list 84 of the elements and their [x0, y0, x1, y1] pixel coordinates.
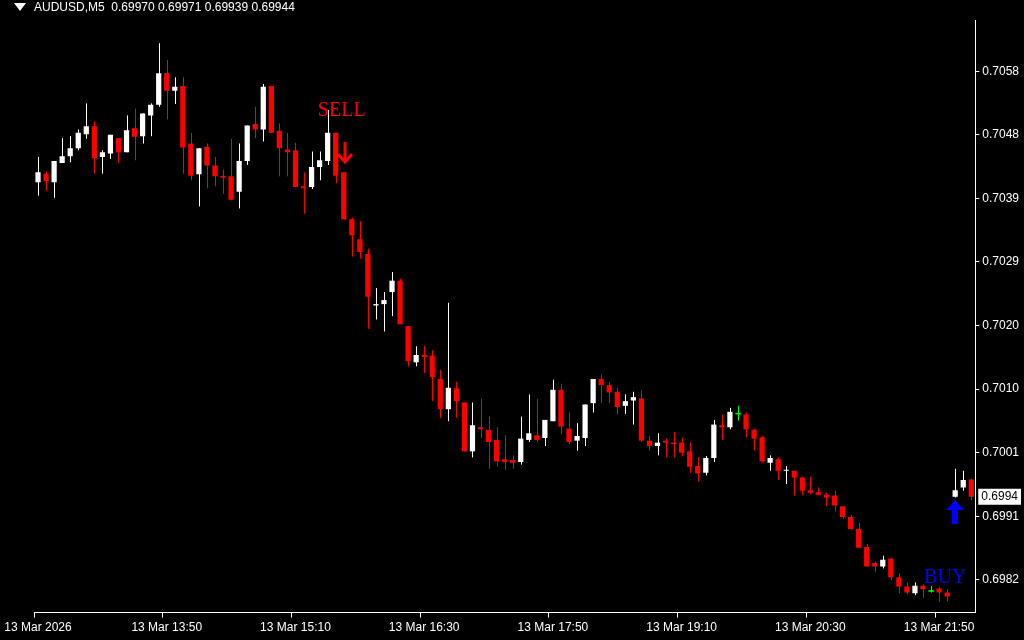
- y-tick-label: 0.7039: [982, 190, 1020, 205]
- candlestick: [51, 160, 57, 199]
- annotation: BUY: [924, 564, 967, 587]
- candlestick: [164, 59, 170, 120]
- candlestick: [204, 143, 210, 189]
- candlestick: [300, 171, 307, 215]
- candlestick: [783, 465, 789, 485]
- y-tick-label: 0.7048: [982, 127, 1020, 142]
- candlestick: [606, 381, 612, 404]
- candlestick: [429, 349, 435, 402]
- candlestick: [276, 122, 282, 177]
- x-tick-label: 13 Mar 21:50: [903, 620, 975, 635]
- candlestick: [622, 393, 628, 415]
- candlestick: [445, 302, 451, 422]
- candlestick: [115, 137, 122, 164]
- y-tick-label: 0.6982: [982, 572, 1020, 587]
- candlestick: [381, 291, 387, 333]
- candlestick: [228, 138, 234, 201]
- y-tick-label: 0.6991: [982, 508, 1020, 523]
- candlestick: [493, 426, 500, 468]
- candlestick: [856, 522, 862, 549]
- candlestick: [220, 169, 226, 195]
- candlestick: [99, 149, 105, 175]
- candlestick: [357, 220, 363, 260]
- x-tick-label: 13 Mar 17:50: [517, 620, 589, 635]
- candlestick: [123, 114, 130, 153]
- candlestick: [574, 422, 580, 452]
- candlestick: [308, 151, 315, 190]
- x-tick-label: 13 Mar 20:30: [775, 620, 847, 635]
- candlestick: [172, 76, 178, 105]
- candlestick: [888, 557, 894, 581]
- y-tick-label: 0.7020: [982, 317, 1020, 332]
- candlestick: [43, 171, 49, 192]
- candlestick: [727, 407, 733, 430]
- candlestick: [75, 128, 81, 151]
- candlestick: [502, 434, 508, 471]
- candlestick: [526, 393, 532, 443]
- x-tick-label: 13 Mar 15:10: [260, 620, 332, 635]
- candlestick: [542, 419, 548, 447]
- x-tick-label: 13 Mar 2026: [4, 620, 73, 635]
- candlestick: [485, 416, 492, 470]
- y-tick-label: 0.7058: [982, 63, 1020, 78]
- candlestick: [662, 438, 669, 458]
- x-tick-label: 13 Mar 19:10: [646, 620, 718, 635]
- y-tick-label: 0.7001: [982, 444, 1020, 459]
- candlestick: [140, 112, 146, 145]
- y-tick-label: 0.7029: [982, 254, 1020, 269]
- candlestick: [421, 345, 427, 374]
- candlestick: [107, 134, 114, 160]
- candlestick: [775, 456, 781, 481]
- candlestick: [695, 456, 701, 482]
- candlestick: [896, 572, 902, 594]
- candlestick: [687, 442, 693, 474]
- candlestick: [212, 156, 218, 187]
- x-tick-label: 13 Mar 16:30: [388, 620, 460, 635]
- candlestick: [477, 397, 484, 439]
- candlestick: [389, 271, 395, 317]
- candlestick: [67, 135, 73, 163]
- x-tick-label: 13 Mar 13:50: [131, 620, 203, 635]
- candlestick: [751, 428, 757, 452]
- candlestick: [831, 490, 838, 513]
- candlestick: [316, 151, 323, 181]
- candlestick: [614, 387, 620, 416]
- candlestick: [131, 108, 138, 161]
- candlestick: [719, 414, 725, 441]
- candlestick: [453, 381, 459, 419]
- candlestick: [743, 412, 749, 438]
- chart-title: AUDUSD,M5 0.69970 0.69971 0.69939 0.69944: [34, 0, 296, 14]
- candlestick: [534, 398, 540, 443]
- y-tick-label: 0.7010: [982, 381, 1020, 396]
- candlestick: [952, 468, 958, 499]
- candlestick: [960, 470, 966, 492]
- candlestick: [59, 137, 65, 164]
- candlestick: [566, 412, 572, 445]
- candlestick: [413, 345, 419, 367]
- candlestick: [83, 102, 89, 140]
- candlestick: [518, 416, 524, 466]
- candlestick: [598, 373, 604, 404]
- candlestick: [703, 455, 709, 476]
- annotation: SELL: [317, 97, 366, 120]
- candlestick: [679, 436, 685, 457]
- candlestick: [35, 156, 41, 197]
- annotation: 0.6994: [981, 489, 1019, 504]
- candlestick: [349, 217, 355, 258]
